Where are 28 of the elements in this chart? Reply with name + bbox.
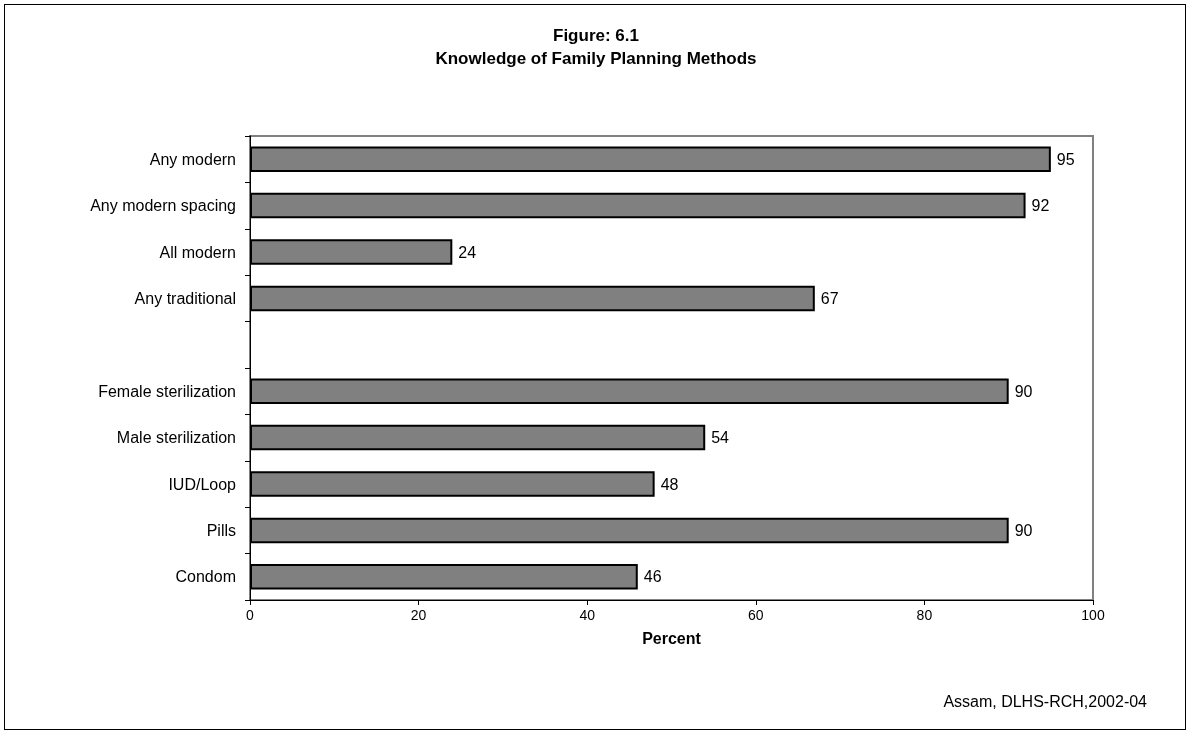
- data-label: 67: [820, 289, 839, 307]
- text: Assam, DLHS-RCH,2002-04: [943, 692, 1148, 710]
- y-tick-label: Female sterilization: [98, 382, 236, 400]
- y-tick-label: Any modern spacing: [90, 197, 236, 215]
- x-tick-label: 100: [1081, 607, 1105, 623]
- y-tick-label: IUD/Loop: [168, 475, 237, 493]
- x-tick-label: 80: [916, 607, 933, 623]
- x-axis-title: Percent: [642, 629, 702, 647]
- data-label: 48: [660, 475, 679, 493]
- y-tick-label: Pills: [206, 521, 236, 539]
- data-label: 46: [643, 568, 662, 586]
- y-tick-label: Condom: [175, 568, 236, 586]
- y-tick-label: All modern: [159, 243, 236, 261]
- x-tick-label: 20: [410, 607, 427, 623]
- y-tick-label: Any traditional: [134, 289, 236, 307]
- y-tick-label: Any modern: [149, 150, 236, 168]
- y-tick-label: Male sterilization: [116, 429, 236, 447]
- x-tick-label: 0: [246, 607, 255, 623]
- data-label: 92: [1031, 197, 1050, 215]
- chart-title: Figure: 6.1: [553, 26, 639, 45]
- data-label: 90: [1014, 382, 1033, 400]
- data-label: 54: [711, 429, 730, 447]
- x-tick-label: 40: [579, 607, 596, 623]
- data-label: 24: [458, 243, 477, 261]
- data-label: 95: [1056, 150, 1075, 168]
- chart-subtitle: Knowledge of Family Planning Methods: [435, 49, 757, 68]
- x-tick-label: 60: [748, 607, 764, 623]
- data-label: 90: [1014, 521, 1033, 539]
